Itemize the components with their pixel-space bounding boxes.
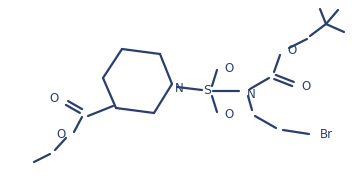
Text: O: O (301, 80, 310, 92)
Text: O: O (224, 108, 233, 120)
Text: N: N (175, 82, 184, 96)
Text: O: O (224, 62, 233, 74)
Text: S: S (203, 84, 211, 98)
Text: O: O (57, 128, 66, 141)
Text: O: O (287, 43, 296, 56)
Text: Br: Br (320, 128, 333, 141)
Text: N: N (247, 88, 256, 102)
Text: O: O (50, 92, 59, 104)
